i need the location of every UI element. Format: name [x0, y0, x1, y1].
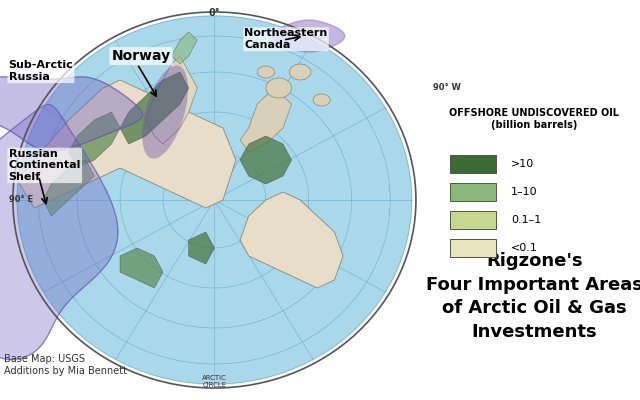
Ellipse shape	[266, 78, 292, 98]
Text: 90° W: 90° W	[433, 84, 461, 92]
Text: OFFSHORE UNDISCOVERED OIL
(billion barrels): OFFSHORE UNDISCOVERED OIL (billion barre…	[449, 108, 620, 130]
Polygon shape	[0, 104, 118, 360]
Text: <0.1: <0.1	[511, 243, 538, 253]
FancyBboxPatch shape	[450, 239, 497, 257]
Text: Base Map: USGS
Additions by Mia Bennett: Base Map: USGS Additions by Mia Bennett	[4, 354, 127, 376]
Text: ARCTIC
CIRCLE: ARCTIC CIRCLE	[202, 375, 227, 388]
FancyBboxPatch shape	[450, 155, 497, 173]
Polygon shape	[240, 136, 292, 184]
Polygon shape	[172, 32, 197, 64]
Text: Russian
Continental
Shelf: Russian Continental Shelf	[8, 149, 81, 182]
Text: 90° E: 90° E	[8, 196, 33, 204]
Polygon shape	[189, 232, 214, 264]
Polygon shape	[120, 248, 163, 288]
Text: Northeastern
Canada: Northeastern Canada	[244, 28, 328, 50]
FancyBboxPatch shape	[450, 211, 497, 229]
Ellipse shape	[142, 66, 188, 158]
Text: 1–10: 1–10	[511, 187, 538, 197]
Text: Rigzone's
Four Important Areas
of Arctic Oil & Gas
Investments: Rigzone's Four Important Areas of Arctic…	[426, 252, 640, 341]
FancyBboxPatch shape	[450, 183, 497, 201]
Polygon shape	[146, 56, 197, 144]
Polygon shape	[120, 72, 189, 144]
Text: 0°: 0°	[209, 8, 220, 18]
Text: Norway: Norway	[111, 49, 171, 63]
Ellipse shape	[313, 94, 330, 106]
Text: Sub-Arctic
Russia: Sub-Arctic Russia	[8, 60, 74, 82]
Ellipse shape	[289, 64, 311, 80]
Circle shape	[17, 16, 412, 384]
Ellipse shape	[257, 66, 275, 78]
Polygon shape	[273, 20, 345, 52]
Polygon shape	[68, 112, 120, 168]
Polygon shape	[0, 77, 143, 151]
Polygon shape	[17, 80, 236, 208]
Text: >10: >10	[511, 159, 534, 169]
Polygon shape	[240, 88, 292, 152]
Polygon shape	[43, 160, 94, 216]
Text: 0.1–1: 0.1–1	[511, 215, 541, 225]
Polygon shape	[240, 192, 343, 288]
